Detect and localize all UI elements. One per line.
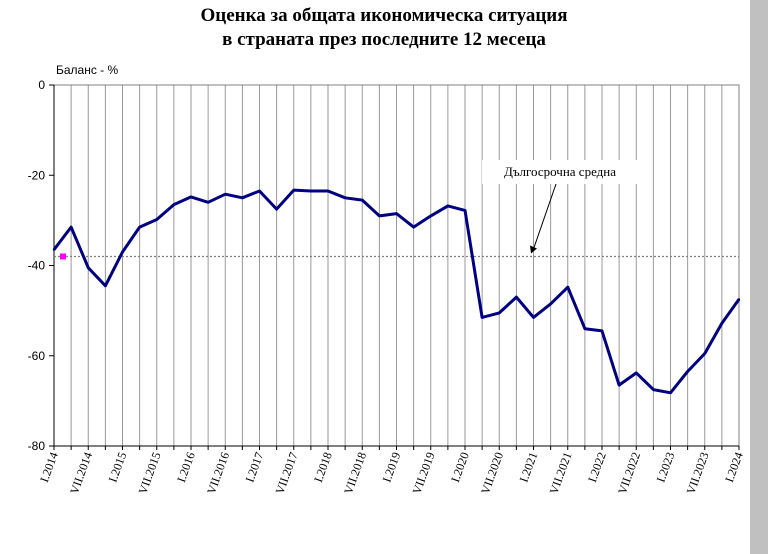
- data-point: [292, 188, 295, 192]
- y-tick-label: -80: [28, 439, 46, 453]
- data-point: [138, 225, 141, 229]
- x-tick-label: I.2022: [585, 450, 609, 484]
- data-point: [652, 388, 655, 391]
- data-point: [395, 212, 398, 215]
- x-tick-label: VII.2022: [615, 450, 643, 496]
- x-tick-label: VII.2017: [272, 450, 300, 496]
- data-point: [515, 295, 518, 299]
- data-point: [52, 248, 56, 251]
- data-point: [532, 316, 535, 319]
- data-point: [155, 218, 158, 221]
- x-tick-label: I.2015: [106, 450, 130, 484]
- x-tick-label: I.2023: [654, 450, 678, 484]
- data-point: [566, 285, 569, 289]
- data-point: [343, 196, 347, 200]
- data-point: [737, 298, 741, 301]
- data-point: [635, 371, 638, 375]
- y-axis-label: Баланс - %: [56, 63, 119, 77]
- annotation-label: Дългосрочна средна: [504, 164, 616, 179]
- data-point: [87, 266, 90, 269]
- data-point: [412, 225, 415, 229]
- data-point: [309, 189, 313, 193]
- data-point: [600, 329, 604, 333]
- x-tick-label: VII.2019: [409, 450, 437, 496]
- x-tick-label: VII.2021: [546, 450, 574, 496]
- x-tick-label: I.2024: [722, 450, 746, 484]
- data-point: [361, 198, 364, 202]
- data-point: [669, 391, 672, 394]
- data-point: [480, 316, 484, 319]
- data-point: [224, 193, 227, 196]
- x-tick-label: VII.2014: [67, 450, 95, 496]
- data-point: [720, 322, 724, 325]
- x-tick-label: I.2018: [311, 450, 335, 484]
- x-tick-label: I.2019: [380, 450, 404, 484]
- x-tick-label: I.2017: [243, 450, 267, 484]
- data-point: [686, 370, 689, 373]
- data-point: [617, 383, 621, 387]
- data-point: [189, 195, 193, 199]
- data-point: [258, 189, 261, 193]
- chart-title-line2: в страната през последните 12 месеца: [222, 29, 546, 50]
- chart-title: Оценка за общата икономическа ситуация в…: [0, 4, 768, 52]
- y-tick-label: -20: [28, 168, 46, 182]
- x-tick-label: VII.2020: [478, 450, 506, 496]
- data-point: [121, 250, 124, 254]
- annotation-arrow: [532, 183, 557, 251]
- data-point: [275, 207, 278, 211]
- data-point: [429, 214, 432, 218]
- annotation-arrowhead: [530, 245, 537, 254]
- window-edge: [750, 0, 768, 554]
- data-point: [463, 209, 467, 212]
- data-point: [69, 225, 73, 229]
- x-tick-label: I.2021: [517, 450, 541, 484]
- chart-title-line1: Оценка за общата икономическа ситуация: [200, 5, 568, 26]
- y-tick-label: -40: [28, 259, 46, 273]
- data-point: [206, 201, 210, 204]
- y-tick-label: -60: [28, 349, 46, 363]
- y-tick-label: 0: [38, 78, 45, 92]
- data-point: [498, 311, 501, 315]
- data-point: [446, 204, 450, 208]
- x-tick-label: I.2020: [448, 450, 472, 484]
- x-tick-label: I.2014: [37, 450, 61, 484]
- x-tick-label: VII.2023: [683, 450, 711, 496]
- data-point: [549, 302, 552, 306]
- x-tick-label: VII.2018: [341, 450, 369, 496]
- data-point: [583, 327, 587, 330]
- data-point: [326, 189, 330, 193]
- annotation-box: [482, 160, 638, 184]
- data-point: [172, 203, 176, 206]
- data-point: [104, 284, 107, 288]
- reference-marker: [60, 253, 66, 260]
- data-point: [241, 196, 244, 200]
- x-tick-label: VII.2016: [204, 450, 232, 496]
- x-tick-label: I.2016: [174, 450, 198, 484]
- x-tick-label: VII.2015: [135, 450, 163, 496]
- data-point: [378, 214, 381, 218]
- data-point: [703, 352, 706, 355]
